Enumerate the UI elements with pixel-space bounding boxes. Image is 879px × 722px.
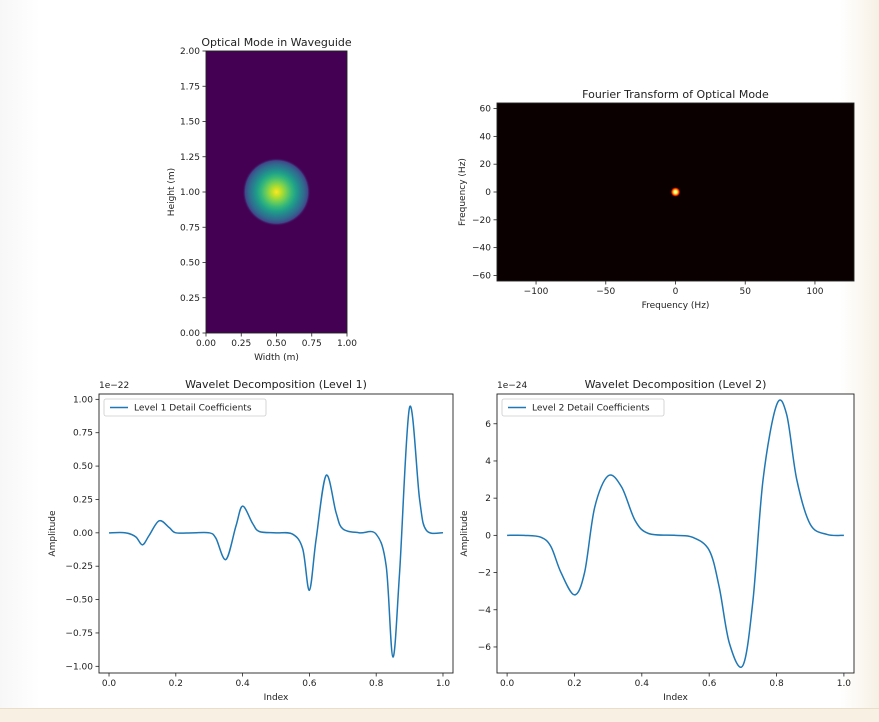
y-tick-label: 0.00	[180, 329, 200, 339]
y-tick-label: 2	[485, 494, 491, 504]
y-tick-label: 60	[480, 105, 492, 115]
x-tick-label: 0.4	[235, 679, 250, 689]
y-axis-label: Amplitude	[460, 510, 470, 557]
bottom-strip	[0, 708, 879, 722]
x-tick-label: 0.50	[266, 339, 286, 349]
y-tick-label: −60	[472, 271, 491, 281]
axis-offset-label: 1e−24	[497, 381, 528, 391]
x-tick-label: 0.8	[769, 679, 784, 689]
x-tick-label: −50	[596, 287, 615, 297]
legend-box	[501, 398, 665, 417]
x-tick-label: 0.2	[567, 679, 581, 689]
x-tick-label: 0.8	[369, 679, 384, 689]
x-axis-label: Frequency (Hz)	[642, 301, 710, 311]
y-tick-label: −40	[472, 244, 491, 254]
x-tick-label: 0.0	[102, 679, 117, 689]
y-tick-label: 20	[480, 160, 492, 170]
x-tick-label: 0.75	[302, 339, 322, 349]
x-axis-label: Index	[264, 693, 289, 703]
plot-area	[497, 394, 854, 673]
y-tick-label: 2.00	[180, 47, 200, 57]
plot-frame	[98, 393, 454, 674]
chart-title: Optical Mode in Waveguide	[201, 36, 352, 49]
y-tick-label: 40	[480, 132, 492, 142]
x-tick-label: 1.0	[436, 679, 451, 689]
spectrum-peak-spot	[670, 187, 681, 197]
y-tick-label: 1.00	[180, 188, 200, 198]
y-tick-label: 1.00	[73, 395, 93, 405]
y-tick-label: 0	[485, 531, 491, 541]
x-tick-label: 0.6	[302, 679, 317, 689]
y-tick-label: 6	[485, 420, 491, 430]
legend-label: Level 2 Detail Coefficients	[532, 404, 650, 414]
x-axis-label: Index	[663, 693, 688, 703]
chart-title: Fourier Transform of Optical Mode	[582, 88, 769, 101]
x-tick-label: 1.00	[337, 339, 357, 349]
plot-frame	[496, 393, 855, 674]
x-tick-label: −100	[524, 287, 549, 297]
y-tick-label: 1.25	[180, 153, 200, 163]
x-tick-label: 0	[673, 287, 679, 297]
x-tick-label: 0.2	[169, 679, 183, 689]
y-tick-label: 0	[485, 188, 491, 198]
y-tick-label: 0.50	[180, 259, 200, 269]
y-tick-label: 4	[485, 457, 491, 467]
y-tick-label: 0.75	[73, 429, 93, 439]
y-tick-label: 0.75	[180, 223, 200, 233]
series-line-level-3	[507, 399, 844, 668]
x-tick-label: 0.6	[702, 679, 717, 689]
x-tick-label: 0.25	[231, 339, 251, 349]
y-axis-label: Amplitude	[48, 510, 58, 557]
y-tick-label: −0.25	[65, 562, 93, 572]
y-tick-label: −4	[478, 606, 492, 616]
x-tick-label: 0.00	[196, 339, 216, 349]
y-tick-label: 0.25	[180, 294, 200, 304]
axis-offset-label: 1e−22	[99, 381, 129, 391]
chart-title: Wavelet Decomposition (Level 1)	[185, 378, 367, 391]
x-axis-label: Width (m)	[254, 353, 299, 363]
x-tick-label: 1.0	[837, 679, 852, 689]
y-tick-label: −0.50	[65, 596, 93, 606]
x-tick-label: 50	[740, 287, 752, 297]
x-tick-label: 0.4	[635, 679, 650, 689]
series-line-level-2	[109, 405, 444, 658]
y-axis-label: Height (m)	[167, 168, 177, 216]
legend-box	[103, 398, 267, 417]
y-axis-label: Frequency (Hz)	[458, 158, 468, 226]
y-tick-label: 1.50	[180, 118, 200, 128]
y-tick-label: 0.50	[73, 462, 93, 472]
x-tick-label: 100	[806, 287, 823, 297]
y-tick-label: 0.00	[73, 529, 93, 539]
y-tick-label: −20	[472, 216, 491, 226]
y-tick-label: 0.25	[73, 495, 93, 505]
y-tick-label: 1.75	[180, 82, 200, 92]
x-tick-label: 0.0	[500, 679, 515, 689]
y-tick-label: −1.00	[65, 662, 93, 672]
y-tick-label: −2	[478, 569, 491, 579]
mode-intensity-spot	[242, 158, 311, 226]
y-tick-label: −0.75	[65, 629, 93, 639]
legend-label: Level 1 Detail Coefficients	[134, 404, 252, 414]
chart-title: Wavelet Decomposition (Level 2)	[585, 378, 767, 391]
y-tick-label: −6	[478, 643, 492, 653]
